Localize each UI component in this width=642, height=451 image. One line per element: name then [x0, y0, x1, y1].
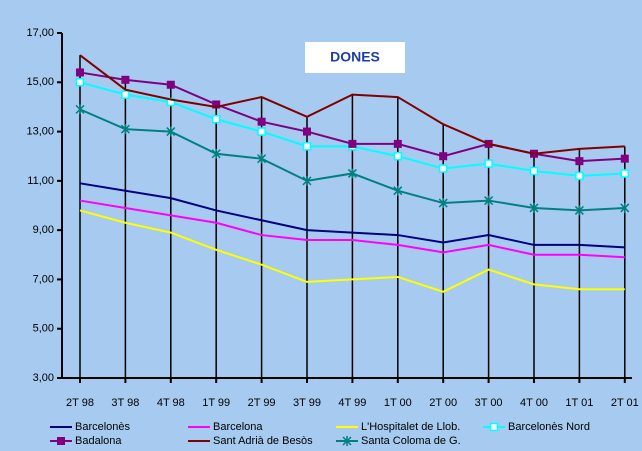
marker: [620, 169, 630, 178]
marker: [575, 171, 584, 181]
x-tick-label: 3T 00: [475, 397, 503, 409]
legend-label: Barcelonès: [75, 421, 131, 433]
series-line: [79, 54, 625, 155]
marker: [257, 117, 266, 126]
marker: [529, 166, 539, 176]
y-tick-label: 13,00: [26, 125, 54, 137]
legend-label: L'Hospitalet de Llob.: [361, 421, 460, 433]
y-tick-label: 17,00: [26, 27, 54, 39]
marker: [75, 104, 85, 115]
marker: [257, 153, 267, 164]
marker: [575, 157, 584, 166]
marker: [620, 154, 629, 163]
y-tick-label: 3,00: [33, 372, 54, 384]
marker: [76, 68, 84, 77]
x-tick-label: 3T 99: [293, 397, 321, 409]
x-tick-label: 1T 01: [565, 397, 593, 409]
marker: [166, 80, 175, 89]
marker: [211, 115, 221, 124]
y-tick-label: 9,00: [33, 224, 54, 236]
marker: [347, 168, 357, 179]
marker: [212, 100, 221, 109]
y-tick-label: 11,00: [27, 175, 54, 187]
marker: [342, 436, 352, 446]
x-tick-label: 2T 99: [248, 397, 276, 409]
x-tick-label: 2T 98: [66, 397, 94, 409]
chart-title: DONES: [330, 49, 380, 65]
marker: [620, 202, 630, 213]
y-tick-label: 5,00: [33, 323, 54, 335]
marker: [438, 164, 448, 173]
marker: [121, 75, 130, 84]
marker: [393, 139, 402, 148]
series-line: [79, 209, 625, 293]
marker: [484, 159, 493, 168]
y-tick-label: 7,00: [33, 273, 54, 285]
marker: [166, 126, 176, 137]
x-tick-label: 1T 00: [384, 397, 412, 409]
x-tick-label: 2T 00: [429, 397, 457, 409]
marker: [121, 90, 130, 99]
x-tick-label: 3T 98: [111, 397, 139, 409]
x-tick-label: 4T 99: [338, 397, 366, 409]
marker: [257, 127, 266, 136]
legend-label: Sant Adrià de Besòs: [213, 435, 313, 447]
x-tick-label: 4T 98: [157, 397, 185, 409]
marker: [438, 198, 448, 209]
marker: [302, 175, 312, 186]
marker: [302, 142, 312, 151]
marker: [120, 124, 130, 135]
legend-label: Santa Coloma de G.: [361, 435, 461, 447]
marker: [166, 97, 176, 107]
marker: [75, 78, 85, 87]
marker: [484, 195, 494, 206]
marker: [574, 205, 584, 216]
marker: [393, 151, 403, 161]
legend-label: Barcelona: [213, 421, 263, 433]
x-tick-label: 4T 00: [520, 397, 548, 409]
marker: [529, 202, 539, 213]
y-tick-label: 15,00: [26, 76, 54, 88]
series-line: [79, 199, 625, 259]
legend-label: Badalona: [75, 435, 122, 447]
x-tick-label: 2T 01: [611, 397, 639, 409]
marker: [348, 139, 357, 148]
title-box: [305, 42, 405, 73]
marker: [489, 422, 499, 432]
marker: [439, 152, 448, 161]
marker: [303, 127, 311, 136]
legend-label: Barcelonès Nord: [508, 421, 590, 433]
marker: [57, 437, 65, 445]
x-tick-label: 1T 99: [202, 397, 230, 409]
series-line: [79, 182, 625, 249]
marker: [211, 148, 221, 159]
marker: [393, 185, 403, 196]
